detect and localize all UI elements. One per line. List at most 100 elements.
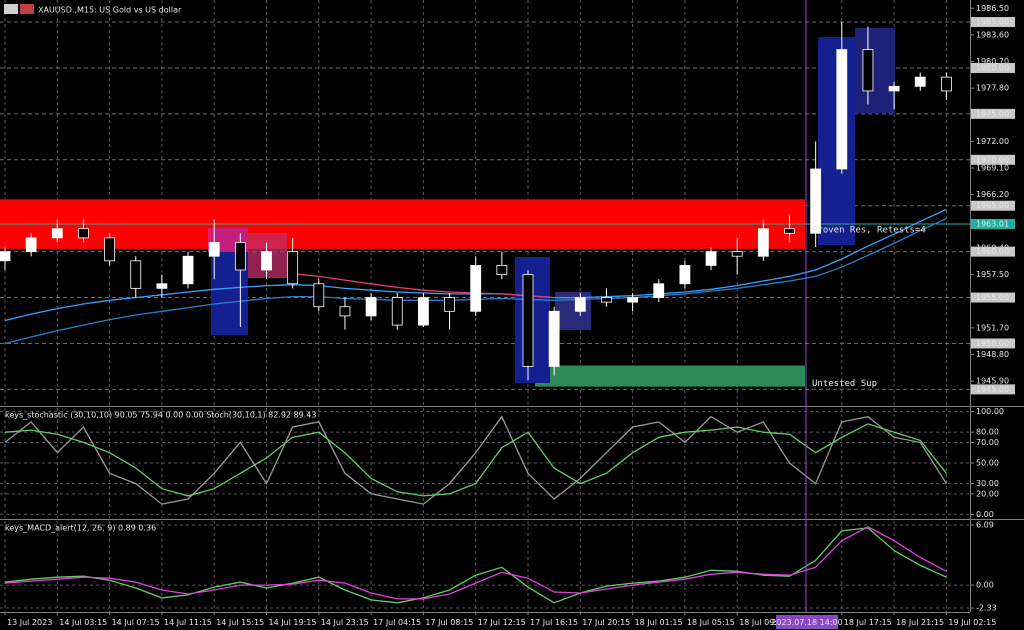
y-tick-label: 1957.50: [976, 270, 1009, 279]
candle-body: [78, 228, 89, 239]
candle-body: [731, 251, 743, 257]
candle-body: [679, 265, 691, 285]
candle-body: [653, 283, 665, 298]
x-tick-label: 14 Jul 15:15: [216, 618, 264, 627]
series-line: [4, 527, 947, 604]
x-tick-label: 18 Jul 01:15: [635, 618, 683, 627]
level-label: 1975.00: [976, 109, 1009, 118]
candle-body: [627, 297, 638, 303]
label-layer: 13 Jul 2023 14 Jul 03:15 14 Jul 07:15 14 Ju…: [4, 4, 1015, 627]
level-label: 1970.00: [976, 155, 1009, 164]
y-tick-label: 1986.50: [976, 4, 1009, 13]
y-tick-label: 1977.80: [976, 84, 1009, 93]
candle-body: [25, 237, 37, 253]
candle-body: [941, 76, 952, 92]
y-tick-label: 1951.70: [976, 323, 1009, 332]
level-label-box: [971, 62, 1015, 73]
candle-body: [234, 242, 246, 271]
level-label-box: [971, 108, 1015, 119]
candle-body: [261, 251, 272, 271]
candle-body: [705, 251, 717, 266]
zone-label: Proven Res, Retests=4: [812, 226, 926, 236]
level-label-box: [971, 338, 1015, 349]
y-tick-label: 1948.80: [976, 350, 1009, 359]
x-tick-label: 18 Jul 17:15: [844, 618, 892, 627]
candle-body: [391, 297, 403, 326]
level-label: 1950.00: [976, 339, 1009, 348]
x-tick-label: 14 Jul 07:15: [112, 618, 160, 627]
candle-body: [522, 274, 534, 367]
level-label: 1960.00: [976, 247, 1009, 256]
candle-body: [470, 265, 482, 312]
candle-body: [130, 260, 142, 289]
candle-body: [51, 228, 63, 239]
window-icon: [4, 4, 18, 14]
candle-body: [601, 297, 612, 303]
y-tick-label: 80.00: [976, 428, 999, 437]
x-tick-label: 17 Jul 08:15: [425, 618, 473, 627]
x-tick-label: 18 Jul 05:15: [687, 618, 735, 627]
y-tick-label: 70.00: [976, 438, 999, 447]
candle-body: [836, 49, 848, 170]
y-tick-label: 100.00: [976, 407, 1004, 416]
x-tick-label: 14 Jul 03:15: [59, 618, 107, 627]
x-tick-label: 19 Jul 02:15: [948, 618, 996, 627]
crosshair-label: 2023.07.18 14:00: [771, 618, 842, 627]
zone: [535, 365, 805, 387]
candle-body: [757, 228, 769, 257]
candle-body: [104, 237, 115, 262]
candle-body: [287, 251, 299, 285]
level-label-box: [971, 246, 1015, 257]
x-tick-label: 17 Jul 12:15: [478, 618, 526, 627]
plot-layer: [0, 22, 970, 604]
level-label-box: [971, 17, 1015, 28]
candle-body: [888, 85, 900, 92]
x-tick-label: 18 Jul 09:15: [739, 618, 787, 627]
candle-body: [417, 297, 429, 326]
y-tick-label: 1966.20: [976, 190, 1009, 199]
y-tick-label: 1980.70: [976, 57, 1009, 66]
y-tick-label: 1945.90: [976, 377, 1009, 386]
series-line: [4, 526, 947, 600]
current-price-label: 1963.01: [976, 219, 1009, 228]
panel-title: keys_stochastic (30,10,10) 90.05 75.94 0…: [5, 411, 316, 420]
signal-box: [855, 28, 895, 113]
level-label: 1955.00: [976, 293, 1009, 302]
y-tick-label: 6.09: [976, 521, 994, 530]
candle-body: [496, 265, 508, 275]
window-title: XAUUSD.,M15: US Gold vs US dollar: [38, 6, 182, 15]
candle-body: [182, 255, 194, 285]
y-tick-label: -2.33: [976, 604, 997, 613]
candle-body: [862, 49, 874, 92]
x-tick-label: 14 Jul 11:15: [164, 618, 212, 627]
level-label-box: [971, 292, 1015, 303]
candle-body: [784, 228, 795, 234]
x-tick-label: 17 Jul 20:15: [582, 618, 630, 627]
level-label: 1965.00: [976, 201, 1009, 210]
x-tick-label: 18 Jul 21:15: [896, 618, 944, 627]
zone-label: Untested Sup: [812, 379, 877, 389]
candle-body: [914, 76, 926, 87]
y-tick-label: 20.00: [976, 489, 999, 498]
series-line: [4, 423, 947, 497]
crosshair-label-box: [776, 615, 838, 629]
candle-body: [810, 168, 822, 234]
panel-title: keys_MACD_alert(12, 26, 9) 0.89 0.36: [5, 524, 156, 533]
x-tick-label: 14 Jul 19:15: [269, 618, 317, 627]
y-tick-label: 0.00: [976, 581, 994, 590]
y-tick-label: 1983.60: [976, 30, 1009, 39]
current-price-box: [971, 218, 1015, 229]
candle-body: [156, 283, 168, 289]
series-line: [292, 273, 555, 299]
level-label: 1945.00: [976, 385, 1009, 394]
candle-body: [574, 297, 586, 312]
level-label-box: [971, 384, 1015, 395]
y-tick-label: 0.00: [976, 510, 994, 519]
y-tick-label: 50.00: [976, 459, 999, 468]
candle-body: [313, 283, 325, 308]
x-tick-label: 17 Jul 16:15: [530, 618, 578, 627]
level-label-box: [971, 154, 1015, 165]
candle-body: [208, 242, 220, 257]
y-tick-label: 1969.10: [976, 164, 1009, 173]
